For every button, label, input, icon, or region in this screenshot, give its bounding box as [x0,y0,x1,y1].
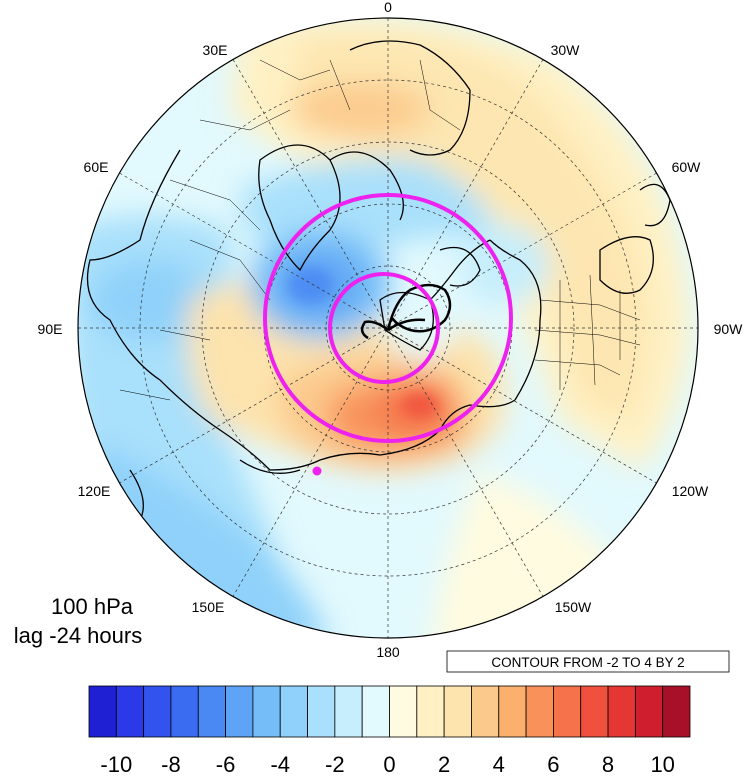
colorbar-swatch [607,685,636,738]
colorbar-tick-label: -2 [325,752,345,777]
colorbar-swatch [143,685,172,738]
colorbar-tick-label: -10 [100,752,132,777]
lon-label-120w: 120W [672,483,709,499]
lon-label-180: 180 [376,644,400,660]
colorbar-tick-label: -6 [216,752,236,777]
lag-label: lag -24 hours [14,623,142,648]
lon-label-60w: 60W [672,159,702,175]
colorbar-tick-label: -4 [270,752,290,777]
colorbar-swatch [225,685,254,738]
colorbar-tick-label: 10 [650,752,674,777]
colorbar-swatch [553,685,582,738]
colorbar-tick-label: -8 [161,752,181,777]
lon-label-30e: 30E [203,42,228,58]
magenta-marker [312,466,322,476]
colorbar-tick-label: 0 [383,752,395,777]
colorbar-swatch [389,685,418,738]
contour-info-text: CONTOUR FROM -2 TO 4 BY 2 [491,655,684,670]
lon-label-150w: 150W [555,599,592,615]
colorbar-swatch [170,685,199,738]
colorbar-tick-label: 6 [547,752,559,777]
dark-trajectory [360,283,452,340]
colorbar-swatch [115,685,145,738]
magenta-rings [263,193,513,443]
colorbar-swatch [471,685,500,738]
outer-ring [263,193,513,443]
lon-label-60e: 60E [84,159,109,175]
colorbar-swatch [634,685,664,738]
map-boundary [77,17,699,639]
contour-info-box [446,650,730,673]
lon-label-90w: 90W [714,321,744,337]
colorbar-swatch [252,685,281,738]
colorbar-swatch [416,685,445,738]
inner-ring [328,272,440,384]
colorbar-swatch [525,685,554,738]
level-label: 100 hPa [51,594,134,619]
colorbar: -10 -8 -6 -4 -2 0 2 4 6 8 10 [88,685,691,777]
lon-label-0: 0 [384,0,392,15]
colorbar-swatch [361,685,390,738]
colorbar-tick-label: 8 [602,752,614,777]
colorbar-tick-label: 2 [438,752,450,777]
colorbar-swatch [662,685,691,738]
colorbar-swatch [88,685,117,738]
colorbar-swatch [334,685,363,738]
colorbar-swatch [307,685,336,738]
lon-label-90e: 90E [38,321,63,337]
colorbar-swatch [580,685,609,738]
longitude-labels: 0 30W 60W 90W 120W 150W 180 150E 120E 90… [38,0,744,660]
colorbar-swatch [279,685,308,738]
political-boundaries [119,59,641,401]
colorbar-swatch [443,685,472,738]
lon-label-30w: 30W [551,42,581,58]
colorbar-tick-label: 4 [493,752,505,777]
lon-label-150e: 150E [192,599,225,615]
lon-label-120e: 120E [78,483,111,499]
colorbar-swatch [498,685,527,738]
colorbar-swatch [197,685,226,738]
